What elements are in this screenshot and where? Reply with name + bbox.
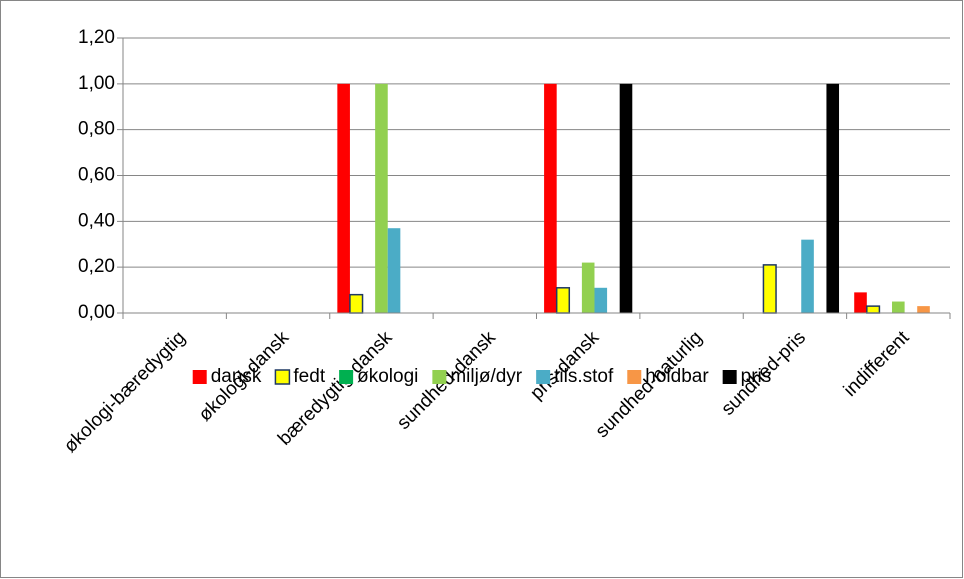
bar bbox=[892, 301, 905, 313]
bar bbox=[826, 83, 840, 313]
bar bbox=[866, 305, 881, 314]
y-tick-label: 0,00 bbox=[78, 302, 115, 323]
bar bbox=[762, 264, 777, 314]
legend-label: dansk bbox=[211, 366, 262, 387]
legend-swatch bbox=[339, 370, 354, 384]
legend-swatch bbox=[722, 370, 737, 384]
y-tick-label: 1,20 bbox=[78, 27, 115, 48]
legend-label: tils.stof bbox=[554, 366, 614, 387]
legend-swatch bbox=[192, 370, 207, 384]
legend-swatch bbox=[627, 370, 642, 384]
bar bbox=[619, 83, 633, 313]
bar bbox=[917, 306, 930, 313]
bar bbox=[337, 83, 350, 313]
legend-label: fedt bbox=[293, 366, 325, 387]
legend-swatch bbox=[536, 370, 551, 384]
bar bbox=[581, 262, 595, 313]
y-tick-label: 1,00 bbox=[78, 73, 115, 94]
bar bbox=[375, 83, 388, 313]
legend-swatch bbox=[274, 369, 291, 385]
bar bbox=[594, 287, 608, 313]
bar bbox=[854, 292, 867, 313]
legend-label: pris bbox=[741, 366, 772, 387]
legend-label: holdbar bbox=[645, 366, 709, 387]
bar bbox=[349, 293, 364, 314]
bar bbox=[801, 239, 814, 313]
legend-swatch bbox=[432, 370, 447, 384]
bar bbox=[544, 83, 557, 313]
y-tick-label: 0,40 bbox=[78, 210, 115, 231]
legend-label: økologi bbox=[357, 366, 418, 387]
y-tick-label: 0,80 bbox=[78, 119, 115, 140]
bar bbox=[555, 287, 571, 314]
bar bbox=[387, 228, 401, 313]
y-tick-label: 0,20 bbox=[78, 256, 115, 277]
legend-label: miljø/dyr bbox=[450, 366, 522, 387]
y-tick-label: 0,60 bbox=[78, 165, 115, 186]
